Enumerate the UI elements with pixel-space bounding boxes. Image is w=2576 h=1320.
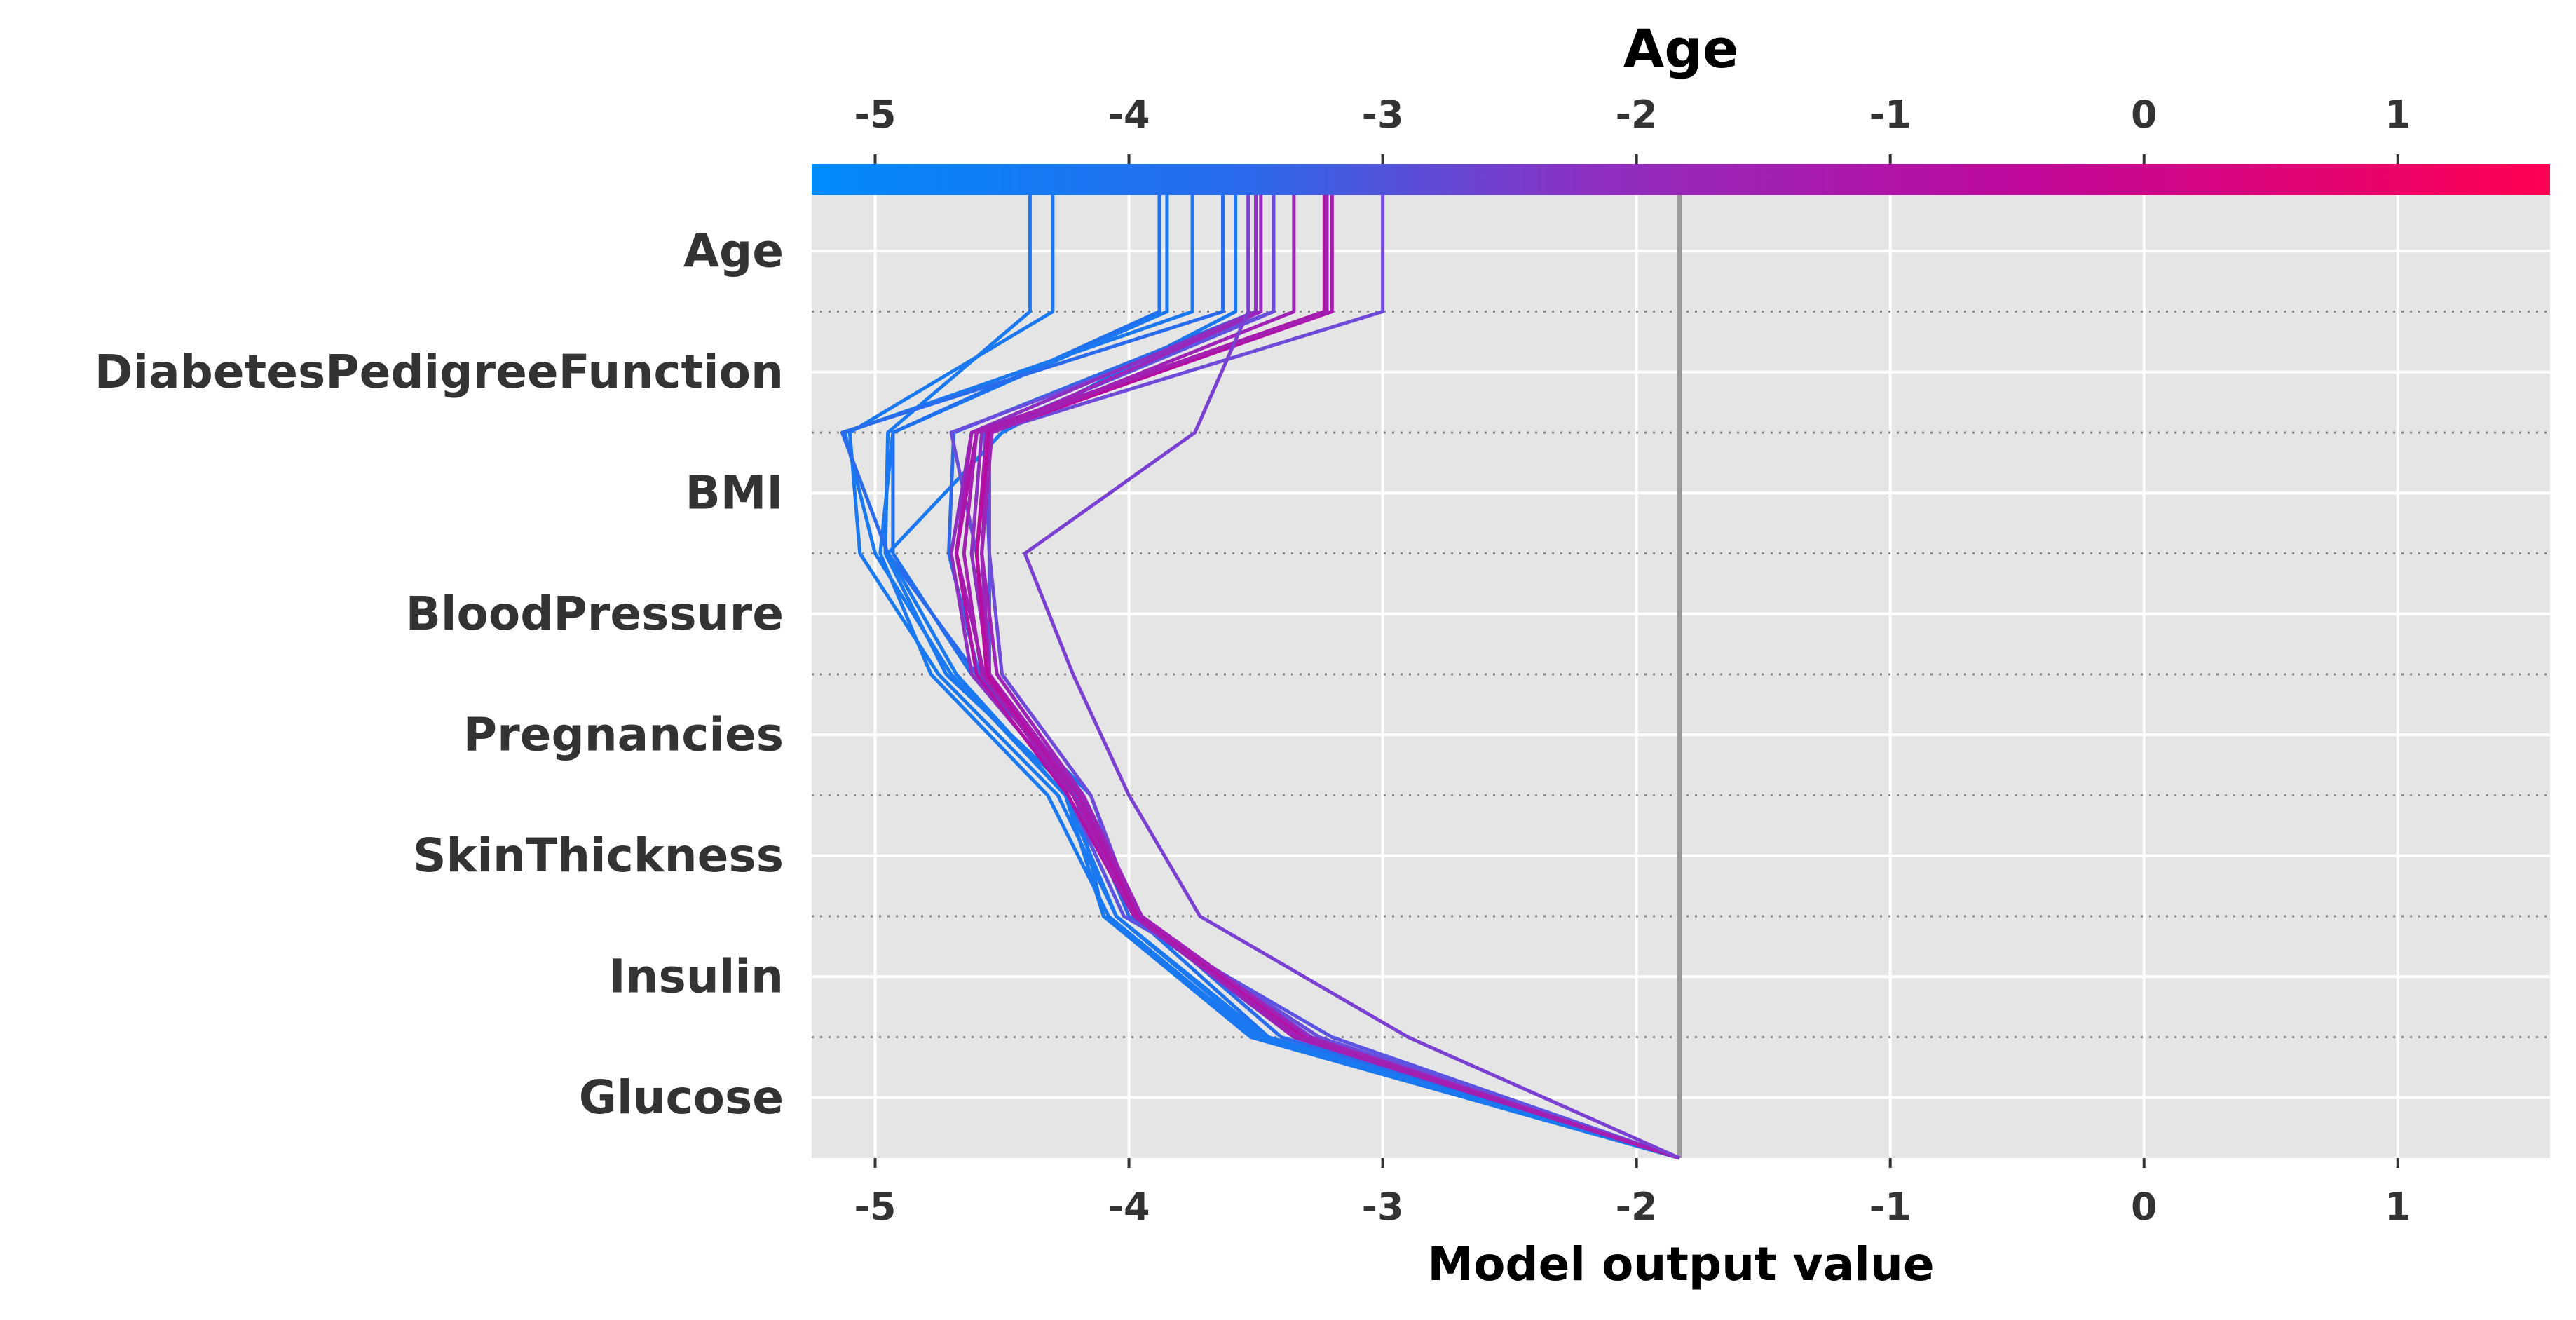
x-axis-title: Model output value [1427, 1237, 1934, 1291]
colorbar-tick-label: -4 [1108, 93, 1150, 137]
colorbar-tick-label: -3 [1362, 93, 1404, 137]
colorbar-title: Age [1623, 18, 1739, 80]
colorbar-tick-label: -1 [1869, 93, 1911, 137]
x-tick-label: -3 [1362, 1185, 1404, 1229]
colorbar [812, 164, 2550, 195]
x-tick-label: -4 [1108, 1185, 1150, 1229]
feature-label: Pregnancies [463, 707, 784, 761]
feature-label: DiabetesPedigreeFunction [95, 345, 784, 399]
feature-label: Age [683, 224, 784, 278]
feature-label: BMI [685, 465, 784, 519]
feature-label: BloodPressure [406, 587, 784, 641]
x-tick-label: -5 [854, 1185, 897, 1229]
x-tick-label: 0 [2131, 1185, 2158, 1229]
x-tick-label: 1 [2385, 1185, 2411, 1229]
feature-label: Glucose [579, 1070, 784, 1124]
colorbar-tick-label: 1 [2385, 93, 2411, 137]
colorbar-tick-label: 0 [2131, 93, 2158, 137]
x-tick-label: -2 [1616, 1185, 1658, 1229]
x-tick-label: -1 [1869, 1185, 1911, 1229]
feature-label: SkinThickness [413, 829, 784, 883]
feature-labels: Age DiabetesPedigreeFunction BMI BloodPress… [95, 224, 784, 1124]
colorbar-tick-label: -5 [854, 93, 897, 137]
x-axis-ticks: -5 -4 -3 -2 -1 0 1 [854, 1158, 2411, 1229]
colorbar-tick-label: -2 [1616, 93, 1658, 137]
feature-label: Insulin [608, 949, 784, 1003]
colorbar-ticks: -5 -4 -3 -2 -1 0 1 [854, 93, 2411, 164]
